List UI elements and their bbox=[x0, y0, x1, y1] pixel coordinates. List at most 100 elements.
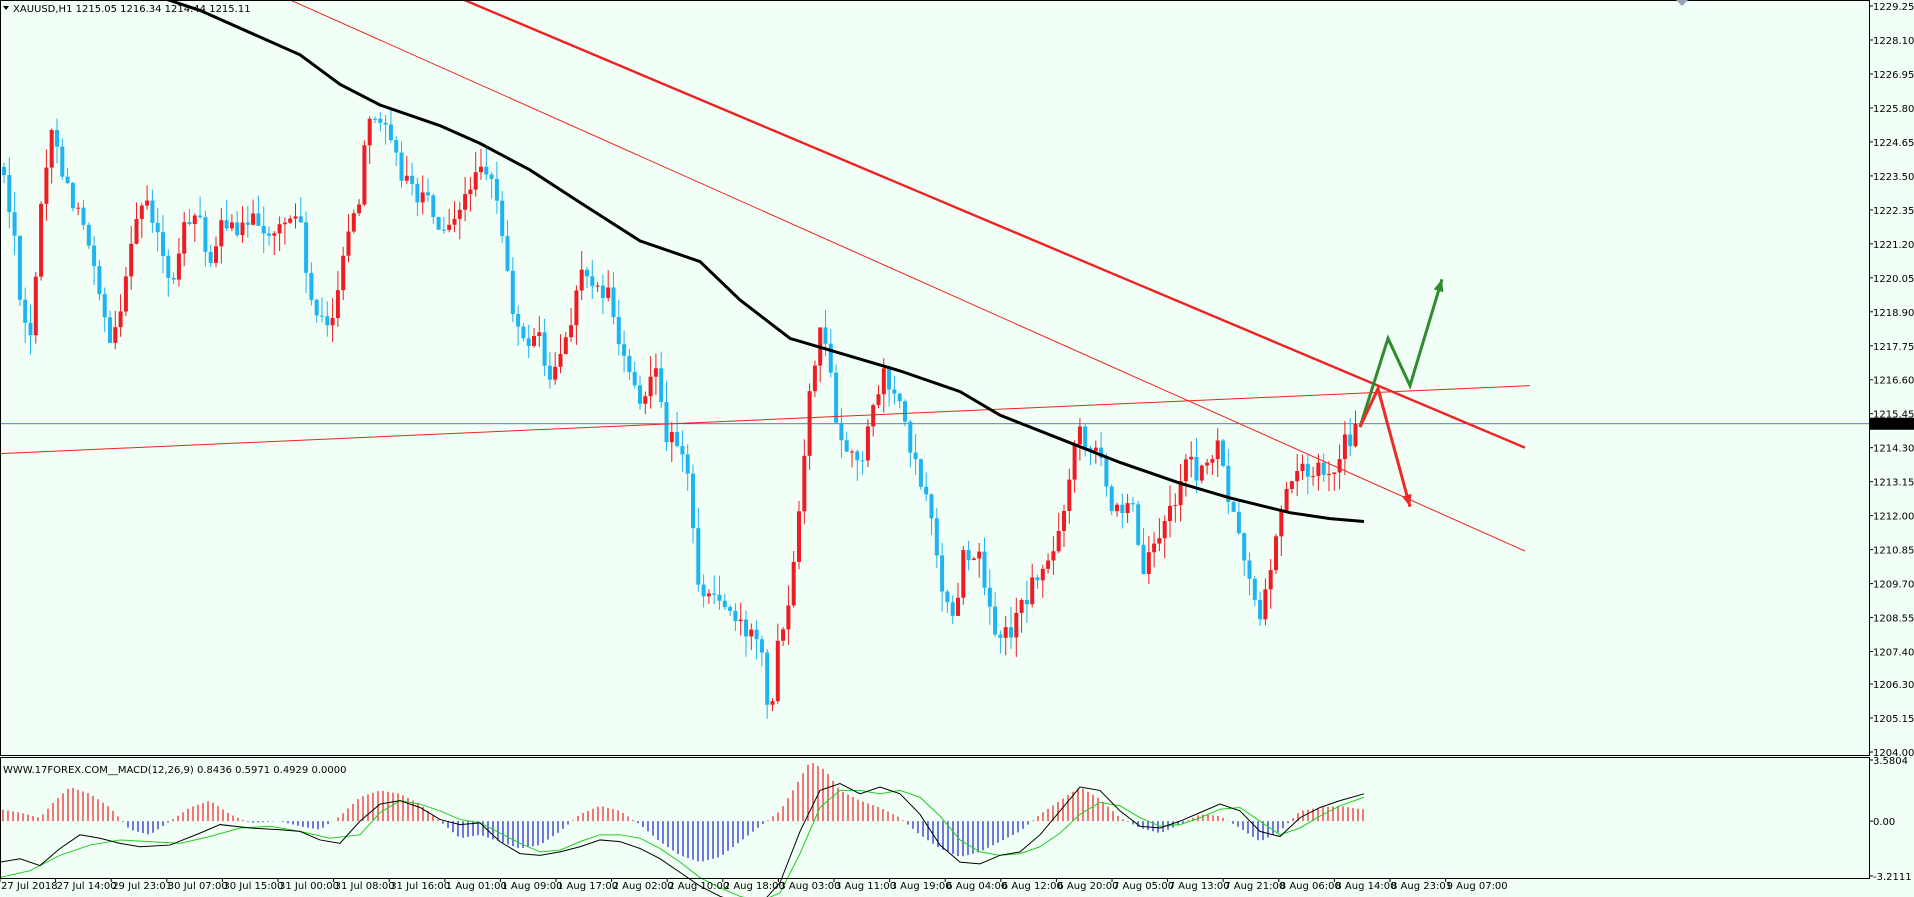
candle-body[interactable] bbox=[436, 217, 441, 230]
candle-body[interactable] bbox=[420, 192, 425, 203]
candle-body[interactable] bbox=[643, 396, 648, 404]
candle-body[interactable] bbox=[341, 255, 346, 291]
candle-body[interactable] bbox=[208, 251, 213, 263]
candle-body[interactable] bbox=[351, 213, 356, 232]
candle-body[interactable] bbox=[844, 440, 849, 452]
candle-body[interactable] bbox=[76, 207, 81, 209]
candle-body[interactable] bbox=[55, 129, 59, 147]
candle-body[interactable] bbox=[940, 555, 945, 592]
candle-body[interactable] bbox=[373, 118, 377, 120]
candle-body[interactable] bbox=[1003, 627, 1008, 638]
candle-body[interactable] bbox=[484, 166, 489, 175]
candle-body[interactable] bbox=[314, 299, 319, 316]
candle-body[interactable] bbox=[23, 299, 28, 323]
candle-body[interactable] bbox=[1342, 434, 1347, 460]
candle-body[interactable] bbox=[691, 473, 695, 529]
candle-body[interactable] bbox=[1300, 463, 1305, 472]
candle-body[interactable] bbox=[97, 266, 102, 295]
candle-body[interactable] bbox=[1009, 627, 1013, 638]
candle-body[interactable] bbox=[118, 311, 123, 328]
candle-body[interactable] bbox=[1205, 462, 1210, 466]
candle-body[interactable] bbox=[929, 494, 934, 519]
candle-body[interactable] bbox=[569, 325, 574, 338]
candle-body[interactable] bbox=[600, 285, 605, 298]
candle-body[interactable] bbox=[102, 294, 107, 318]
candle-body[interactable] bbox=[1337, 459, 1342, 473]
candle-body[interactable] bbox=[362, 145, 367, 205]
candle-body[interactable] bbox=[70, 182, 75, 209]
candle-body[interactable] bbox=[33, 276, 38, 336]
candle-body[interactable] bbox=[1236, 511, 1241, 534]
candle-body[interactable] bbox=[198, 215, 203, 218]
candle-body[interactable] bbox=[786, 605, 791, 630]
candle-body[interactable] bbox=[627, 355, 632, 373]
candle-body[interactable] bbox=[505, 236, 510, 271]
candle-body[interactable] bbox=[224, 220, 229, 229]
candle-body[interactable] bbox=[1348, 434, 1353, 447]
candle-body[interactable] bbox=[823, 327, 828, 344]
candle-body[interactable] bbox=[39, 203, 44, 277]
candle-body[interactable] bbox=[219, 220, 224, 247]
candle-body[interactable] bbox=[1146, 552, 1151, 574]
candle-body[interactable] bbox=[1189, 456, 1194, 460]
candle-body[interactable] bbox=[765, 652, 770, 705]
candle-body[interactable] bbox=[913, 452, 918, 460]
candle-body[interactable] bbox=[659, 368, 664, 402]
candle-body[interactable] bbox=[982, 551, 987, 588]
candle-body[interactable] bbox=[272, 233, 277, 236]
candle-body[interactable] bbox=[123, 276, 128, 312]
candle-body[interactable] bbox=[1056, 530, 1061, 552]
candle-body[interactable] bbox=[892, 389, 897, 394]
candle-body[interactable] bbox=[1136, 504, 1141, 545]
candle-body[interactable] bbox=[1210, 459, 1215, 463]
candle-body[interactable] bbox=[839, 422, 844, 441]
candle-body[interactable] bbox=[1099, 447, 1104, 458]
candle-body[interactable] bbox=[1242, 533, 1247, 561]
candle-body[interactable] bbox=[1035, 577, 1040, 581]
candle-body[interactable] bbox=[282, 222, 287, 225]
candle-body[interactable] bbox=[1226, 465, 1231, 502]
candle-body[interactable] bbox=[1311, 475, 1316, 477]
candle-body[interactable] bbox=[44, 167, 49, 204]
candle-body[interactable] bbox=[696, 528, 701, 585]
candle-body[interactable] bbox=[1274, 536, 1278, 571]
candle-body[interactable] bbox=[558, 354, 563, 367]
candle-body[interactable] bbox=[415, 183, 420, 203]
candle-body[interactable] bbox=[595, 285, 600, 287]
candle-body[interactable] bbox=[1019, 599, 1024, 613]
candle-body[interactable] bbox=[918, 459, 923, 487]
candle-body[interactable] bbox=[357, 204, 362, 214]
candle-body[interactable] bbox=[722, 600, 727, 608]
candle-body[interactable] bbox=[553, 366, 558, 380]
candle-body[interactable] bbox=[1258, 599, 1263, 620]
candle-body[interactable] bbox=[1014, 612, 1019, 638]
candle-body[interactable] bbox=[1199, 465, 1204, 481]
candle-body[interactable] bbox=[192, 215, 197, 225]
candle-body[interactable] bbox=[850, 451, 854, 453]
candle-body[interactable] bbox=[28, 322, 33, 336]
candle-body[interactable] bbox=[680, 446, 685, 455]
candle-body[interactable] bbox=[404, 175, 409, 181]
candle-body[interactable] bbox=[293, 216, 298, 219]
candle-body[interactable] bbox=[1284, 488, 1289, 511]
candle-body[interactable] bbox=[908, 421, 913, 453]
candle-body[interactable] bbox=[335, 290, 340, 319]
candle-body[interactable] bbox=[1178, 481, 1183, 506]
candle-body[interactable] bbox=[770, 701, 775, 705]
candle-body[interactable] bbox=[1030, 577, 1035, 605]
candle-body[interactable] bbox=[733, 610, 738, 622]
candle-body[interactable] bbox=[1093, 447, 1098, 452]
candle-body[interactable] bbox=[1279, 510, 1284, 537]
trendline[interactable] bbox=[168, 0, 1526, 552]
candle-body[interactable] bbox=[309, 272, 314, 300]
candle-body[interactable] bbox=[468, 189, 473, 195]
candle-body[interactable] bbox=[585, 269, 589, 277]
candle-body[interactable] bbox=[494, 178, 499, 201]
candle-body[interactable] bbox=[320, 315, 324, 317]
candle-body[interactable] bbox=[1332, 472, 1337, 475]
candle-body[interactable] bbox=[510, 270, 515, 314]
candle-body[interactable] bbox=[245, 222, 250, 225]
candle-body[interactable] bbox=[330, 318, 335, 326]
candle-body[interactable] bbox=[860, 460, 865, 462]
candle-body[interactable] bbox=[956, 597, 960, 616]
